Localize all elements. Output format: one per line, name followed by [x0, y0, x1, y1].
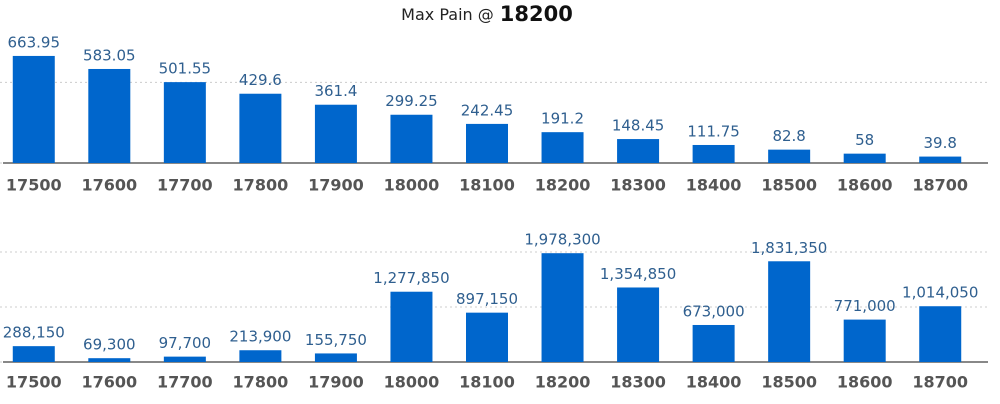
- bar: [919, 156, 962, 163]
- x-tick-label: 18000: [384, 176, 440, 195]
- bar: [314, 353, 357, 362]
- value-label: 583.05: [83, 46, 136, 64]
- x-tick-label: 18200: [535, 176, 591, 195]
- title-label: Max Pain @: [401, 5, 494, 24]
- x-tick-label: 17500: [6, 373, 62, 392]
- value-label: 242.45: [461, 101, 514, 119]
- x-tick-label: 17700: [157, 176, 213, 195]
- bar: [541, 253, 584, 362]
- bar: [541, 132, 584, 163]
- value-label: 58: [855, 131, 874, 149]
- x-tick-label: 17700: [157, 373, 213, 392]
- value-label: 1,978,300: [524, 231, 600, 249]
- value-label: 191.2: [541, 110, 584, 128]
- x-tick-label: 18500: [761, 176, 817, 195]
- value-label: 288,150: [3, 324, 65, 342]
- value-label: 361.4: [314, 82, 357, 100]
- x-tick-label: 18300: [610, 176, 666, 195]
- bar: [843, 153, 886, 163]
- value-label: 897,150: [456, 290, 518, 308]
- bar: [617, 139, 660, 163]
- bar: [466, 123, 508, 163]
- x-tick-label: 17900: [308, 176, 364, 195]
- x-tick-label: 17600: [81, 176, 137, 195]
- x-tick-label: 17800: [233, 176, 289, 195]
- x-tick-label: 18400: [686, 373, 742, 392]
- bar: [843, 319, 886, 362]
- bar: [692, 144, 735, 163]
- x-tick-label: 18300: [610, 373, 666, 392]
- x-tick-label: 18400: [686, 176, 742, 195]
- value-label: 39.8: [924, 134, 957, 152]
- x-tick-label: 18600: [837, 176, 893, 195]
- x-tick-label: 17800: [233, 373, 289, 392]
- value-label: 771,000: [834, 297, 896, 315]
- value-label: 69,300: [83, 336, 136, 354]
- title-strike: 18200: [500, 2, 573, 26]
- x-tick-label: 18500: [761, 373, 817, 392]
- x-tick-label: 18700: [912, 176, 968, 195]
- bar: [88, 358, 131, 362]
- value-label: 155,750: [305, 331, 367, 349]
- bar: [314, 104, 357, 163]
- bar: [919, 306, 962, 362]
- bar: [692, 324, 735, 362]
- value-label: 501.55: [159, 60, 212, 78]
- value-label: 429.6: [239, 71, 282, 89]
- bar: [390, 291, 433, 362]
- bar: [163, 82, 206, 163]
- x-tick-label: 18700: [912, 373, 968, 392]
- x-tick-label: 18000: [384, 373, 440, 392]
- x-tick-label: 17600: [81, 373, 137, 392]
- value-label: 1,277,850: [373, 269, 449, 287]
- bar: [466, 312, 508, 362]
- value-label: 673,000: [683, 302, 745, 320]
- x-tick-label: 18600: [837, 373, 893, 392]
- x-tick-label: 17500: [6, 176, 62, 195]
- x-tick-label: 17900: [308, 373, 364, 392]
- bar: [617, 287, 660, 362]
- x-tick-label: 18200: [535, 373, 591, 392]
- bar: [163, 356, 206, 362]
- value-label: 1,354,850: [600, 265, 676, 283]
- chart-title: Max Pain @ 18200: [401, 2, 573, 26]
- x-tick-label: 18100: [459, 176, 515, 195]
- value-label: 299.25: [385, 92, 438, 110]
- x-tick-label: 18100: [459, 373, 515, 392]
- bar: [12, 346, 55, 362]
- value-label: 1,014,050: [902, 284, 978, 302]
- value-label: 148.45: [612, 117, 665, 135]
- bar: [88, 68, 131, 163]
- bar: [239, 350, 282, 362]
- bar: [390, 114, 433, 163]
- bar: [239, 93, 282, 163]
- bar: [12, 55, 55, 163]
- value-label: 111.75: [687, 122, 740, 140]
- value-label: 97,700: [159, 334, 212, 352]
- value-label: 213,900: [229, 328, 291, 346]
- value-label: 663.95: [8, 33, 61, 51]
- bar: [768, 261, 811, 362]
- value-label: 1,831,350: [751, 239, 827, 257]
- bar: [768, 149, 811, 163]
- value-label: 82.8: [772, 127, 805, 145]
